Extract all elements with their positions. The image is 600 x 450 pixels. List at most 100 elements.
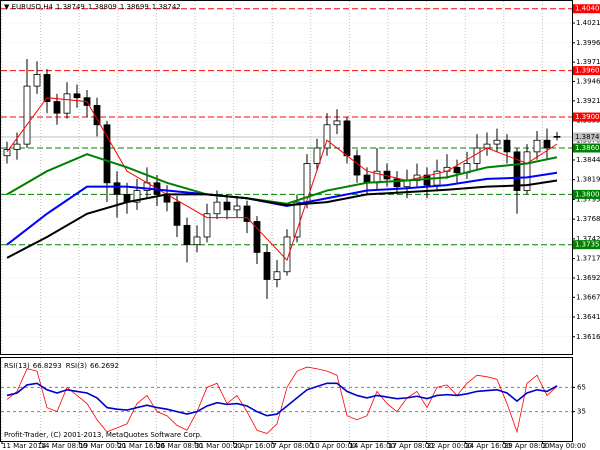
candle-body (103, 124, 111, 184)
copyright: Profit-Trader, (C) 2001-2013, MetaQuotes… (4, 431, 202, 439)
moving-average (6, 97, 558, 262)
candle-body (93, 105, 101, 126)
x-tick-label: 31 Mar 00:00 (195, 442, 242, 450)
x-tick-label: 21 Mar 16:00 (118, 442, 165, 450)
y-tick-label: 1.36670 (576, 293, 600, 301)
candle-body (293, 201, 301, 238)
y-tick-label: 1.37170 (576, 255, 600, 263)
last-price-label: 1.38742 (575, 133, 600, 141)
candle-body (23, 85, 31, 145)
candle-body (483, 143, 491, 149)
candle-body (363, 174, 371, 184)
x-tick-label: 2 May 00:00 (542, 442, 586, 450)
candle-body (63, 93, 71, 114)
y-tick-label: 35 (577, 408, 586, 416)
y-tick-label: 1.37935 (576, 195, 600, 203)
last-price-box (573, 132, 600, 142)
y-tick-label: 1.36415 (576, 313, 600, 321)
candle-body (503, 139, 511, 153)
y-tick-label: 1.39210 (576, 97, 600, 105)
x-tick-label: 14 Apr 16:00 (349, 442, 395, 450)
candle-body (543, 139, 551, 149)
x-tick-label: 19 Mar 00:00 (79, 442, 126, 450)
chart-title: ▼ EURUSD,H4 1.38749 1.38809 1.38699 1.38742 (4, 3, 181, 11)
level-label: 1.38600 (575, 144, 600, 152)
y-tick-label: 1.39710 (576, 58, 600, 66)
ohlc-value: 1.38749 (56, 3, 85, 11)
y-tick-label: 1.36160 (576, 333, 600, 341)
candle-body (493, 139, 501, 145)
level-label-box (573, 112, 600, 122)
level-label: 1.37350 (575, 241, 600, 249)
y-tick-label: 1.36920 (576, 274, 600, 282)
candle-body (473, 147, 481, 164)
moving-average (6, 153, 558, 205)
rsi-header: RSI(13) 66.8293 RSI(3) 66.2692 (4, 362, 119, 370)
candle-body (323, 124, 331, 149)
x-tick-label: 7 Apr 08:00 (272, 442, 313, 450)
candle-body (13, 143, 21, 150)
y-tick-label: 1.40215 (576, 19, 600, 27)
candle-body (283, 236, 291, 273)
level-label: 1.39000 (575, 113, 600, 121)
level-label: 1.38000 (575, 190, 600, 198)
y-tick-label: 1.37680 (576, 215, 600, 223)
y-tick-label: 1.38190 (576, 176, 600, 184)
moving-average (6, 179, 558, 259)
candle-body (213, 201, 221, 215)
level-label-box (573, 66, 600, 76)
x-tick-label: 2 Apr 16:00 (234, 442, 275, 450)
ohlc-value: 1.38809 (88, 3, 117, 11)
x-tick-label: 22 Apr 00:00 (427, 442, 473, 450)
candle-body (273, 271, 281, 280)
candle-body (53, 101, 61, 114)
candle-body (173, 201, 181, 226)
legend-value: 66.8293 (33, 362, 62, 370)
rsi-line (6, 382, 558, 417)
x-tick-label: 11 Mar 2014 (2, 442, 47, 450)
x-tick-label: 29 Apr 08:00 (504, 442, 550, 450)
x-tick-label: 26 Mar 08:00 (156, 442, 203, 450)
y-tick-label: 1.39960 (576, 39, 600, 47)
candle-body (113, 182, 121, 195)
level-label: 1.40400 (575, 5, 600, 13)
candle-body (443, 166, 451, 172)
x-tick-label: 14 Mar 08:00 (41, 442, 88, 450)
level-label-box (573, 189, 600, 199)
candle-body (343, 120, 351, 157)
level-label-box (573, 143, 600, 153)
y-tick-label: 1.38445 (576, 156, 600, 164)
candle-body (533, 139, 541, 153)
x-tick-label: 24 Apr 16:00 (465, 442, 511, 450)
candle-body (253, 221, 261, 253)
candle-body (243, 205, 251, 222)
level-label-box (573, 240, 600, 250)
candle-body (223, 201, 231, 211)
symbol: ▼ EURUSD,H4 (4, 3, 53, 11)
candle-body (193, 236, 201, 246)
x-tick-label: 10 Apr 00:00 (311, 442, 357, 450)
candle-body (513, 151, 521, 191)
y-tick-label: 1.37425 (576, 235, 600, 243)
y-tick-label: 1.39460 (576, 77, 600, 85)
y-tick-label: 65 (577, 383, 586, 391)
level-label: 1.39600 (575, 67, 600, 75)
candle-body (263, 252, 271, 280)
candle-body (133, 190, 141, 203)
candle-body (313, 147, 321, 164)
candle-body (393, 178, 401, 188)
candle-body (523, 151, 531, 191)
candle-body (333, 120, 341, 126)
candle-body (553, 136, 561, 138)
candle-body (233, 205, 241, 211)
candle-body (183, 224, 191, 246)
candle-body (453, 166, 461, 174)
candle-body (73, 93, 81, 99)
x-tick-label: 17 Apr 08:00 (388, 442, 434, 450)
legend-value: 66.2692 (90, 362, 119, 370)
legend-name: RSI(13) (4, 362, 30, 370)
price-panel-frame (0, 0, 573, 355)
candle-body (203, 213, 211, 238)
candle-body (43, 74, 51, 102)
